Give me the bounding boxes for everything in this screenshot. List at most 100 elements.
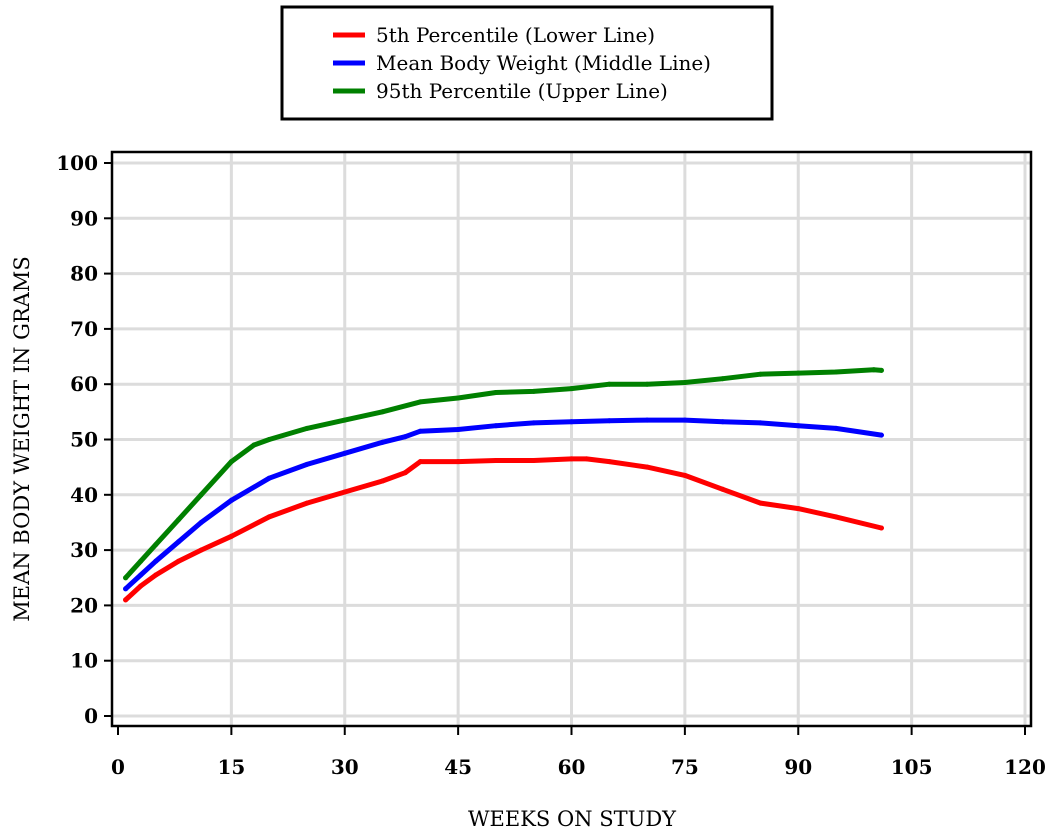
data-point bbox=[266, 475, 272, 481]
gridlines bbox=[113, 153, 1030, 725]
data-point bbox=[153, 542, 159, 548]
data-point bbox=[644, 381, 650, 387]
data-point bbox=[266, 514, 272, 520]
data-point bbox=[380, 478, 385, 484]
data-point bbox=[682, 417, 688, 423]
data-point bbox=[682, 472, 688, 478]
data-point bbox=[304, 425, 310, 431]
data-point bbox=[833, 514, 839, 520]
data-point bbox=[251, 442, 257, 448]
data-point bbox=[493, 423, 499, 429]
legend: 5th Percentile (Lower Line) Mean Body Wei… bbox=[280, 5, 774, 121]
y-tick-label: 30 bbox=[70, 538, 98, 562]
data-point bbox=[606, 381, 612, 387]
x-tick-label: 15 bbox=[217, 755, 245, 779]
data-point bbox=[402, 470, 408, 476]
x-tick-label: 90 bbox=[784, 755, 812, 779]
data-point bbox=[342, 450, 348, 456]
data-point bbox=[531, 458, 537, 463]
data-point bbox=[138, 583, 144, 589]
series-1 bbox=[123, 456, 884, 603]
y-tick-label: 100 bbox=[56, 151, 98, 175]
data-point bbox=[531, 420, 537, 426]
y-axis-title: MEAN BODY WEIGHT IN GRAMS bbox=[10, 256, 34, 621]
data-point bbox=[878, 432, 884, 438]
data-point bbox=[720, 419, 726, 425]
x-tick-label: 105 bbox=[891, 755, 933, 779]
data-point bbox=[606, 418, 612, 424]
data-point bbox=[455, 395, 461, 401]
data-point bbox=[380, 439, 385, 445]
series-layer bbox=[123, 367, 884, 603]
y-tick-label: 0 bbox=[84, 704, 98, 728]
data-point bbox=[153, 558, 159, 564]
series-line bbox=[123, 417, 884, 592]
data-point bbox=[795, 423, 801, 429]
x-axis-title: WEEKS ON STUDY bbox=[468, 807, 677, 831]
y-axis: 0 10 20 30 40 50 60 70 80 90 100 bbox=[56, 151, 112, 728]
data-point bbox=[123, 597, 129, 603]
data-point bbox=[878, 367, 884, 373]
data-point bbox=[833, 425, 839, 431]
data-point bbox=[123, 575, 129, 581]
data-point bbox=[455, 427, 461, 432]
data-point bbox=[304, 461, 310, 467]
y-tick-label: 10 bbox=[70, 649, 98, 673]
data-point bbox=[198, 547, 204, 553]
data-point bbox=[720, 486, 726, 492]
data-point bbox=[402, 434, 408, 440]
data-point bbox=[584, 456, 590, 462]
data-point bbox=[176, 539, 181, 545]
legend-label: Mean Body Weight (Middle Line) bbox=[376, 51, 711, 75]
data-point bbox=[176, 517, 181, 523]
x-tick-label: 30 bbox=[331, 755, 359, 779]
data-point bbox=[417, 428, 423, 434]
data-point bbox=[758, 420, 763, 426]
data-point bbox=[569, 386, 574, 392]
data-point bbox=[228, 459, 234, 465]
data-point bbox=[871, 367, 877, 373]
data-point bbox=[176, 558, 181, 564]
series-line bbox=[123, 367, 884, 581]
data-point bbox=[138, 572, 144, 578]
data-point bbox=[228, 533, 234, 539]
data-point bbox=[342, 489, 348, 495]
y-tick-label: 80 bbox=[70, 262, 98, 286]
data-point bbox=[417, 459, 423, 465]
y-tick-label: 60 bbox=[70, 372, 98, 396]
data-point bbox=[198, 492, 204, 498]
data-point bbox=[228, 497, 234, 503]
data-point bbox=[417, 399, 423, 405]
data-point bbox=[720, 376, 726, 382]
data-point bbox=[644, 417, 650, 423]
data-point bbox=[266, 437, 272, 442]
legend-label: 5th Percentile (Lower Line) bbox=[376, 23, 655, 47]
data-point bbox=[304, 500, 310, 506]
series-line bbox=[123, 456, 884, 603]
x-tick-label: 120 bbox=[1004, 755, 1046, 779]
data-point bbox=[795, 370, 801, 376]
series-2 bbox=[123, 417, 884, 592]
data-point bbox=[878, 525, 884, 531]
data-point bbox=[138, 558, 144, 564]
data-point bbox=[644, 464, 650, 470]
data-point bbox=[758, 371, 763, 377]
x-tick-label: 45 bbox=[444, 755, 472, 779]
data-point bbox=[455, 459, 461, 465]
data-point bbox=[569, 419, 574, 425]
data-point bbox=[342, 417, 348, 423]
y-tick-label: 50 bbox=[70, 428, 98, 452]
data-point bbox=[493, 390, 499, 395]
y-tick-label: 20 bbox=[70, 593, 98, 617]
y-tick-label: 40 bbox=[70, 483, 98, 507]
data-point bbox=[682, 380, 688, 385]
series-3 bbox=[123, 367, 884, 581]
data-point bbox=[198, 520, 204, 525]
x-axis: 0 15 30 45 60 75 90 105 120 bbox=[111, 726, 1046, 779]
data-point bbox=[531, 388, 537, 394]
data-point bbox=[380, 409, 385, 415]
x-tick-label: 60 bbox=[558, 755, 586, 779]
data-point bbox=[758, 500, 763, 506]
data-point bbox=[153, 572, 159, 578]
